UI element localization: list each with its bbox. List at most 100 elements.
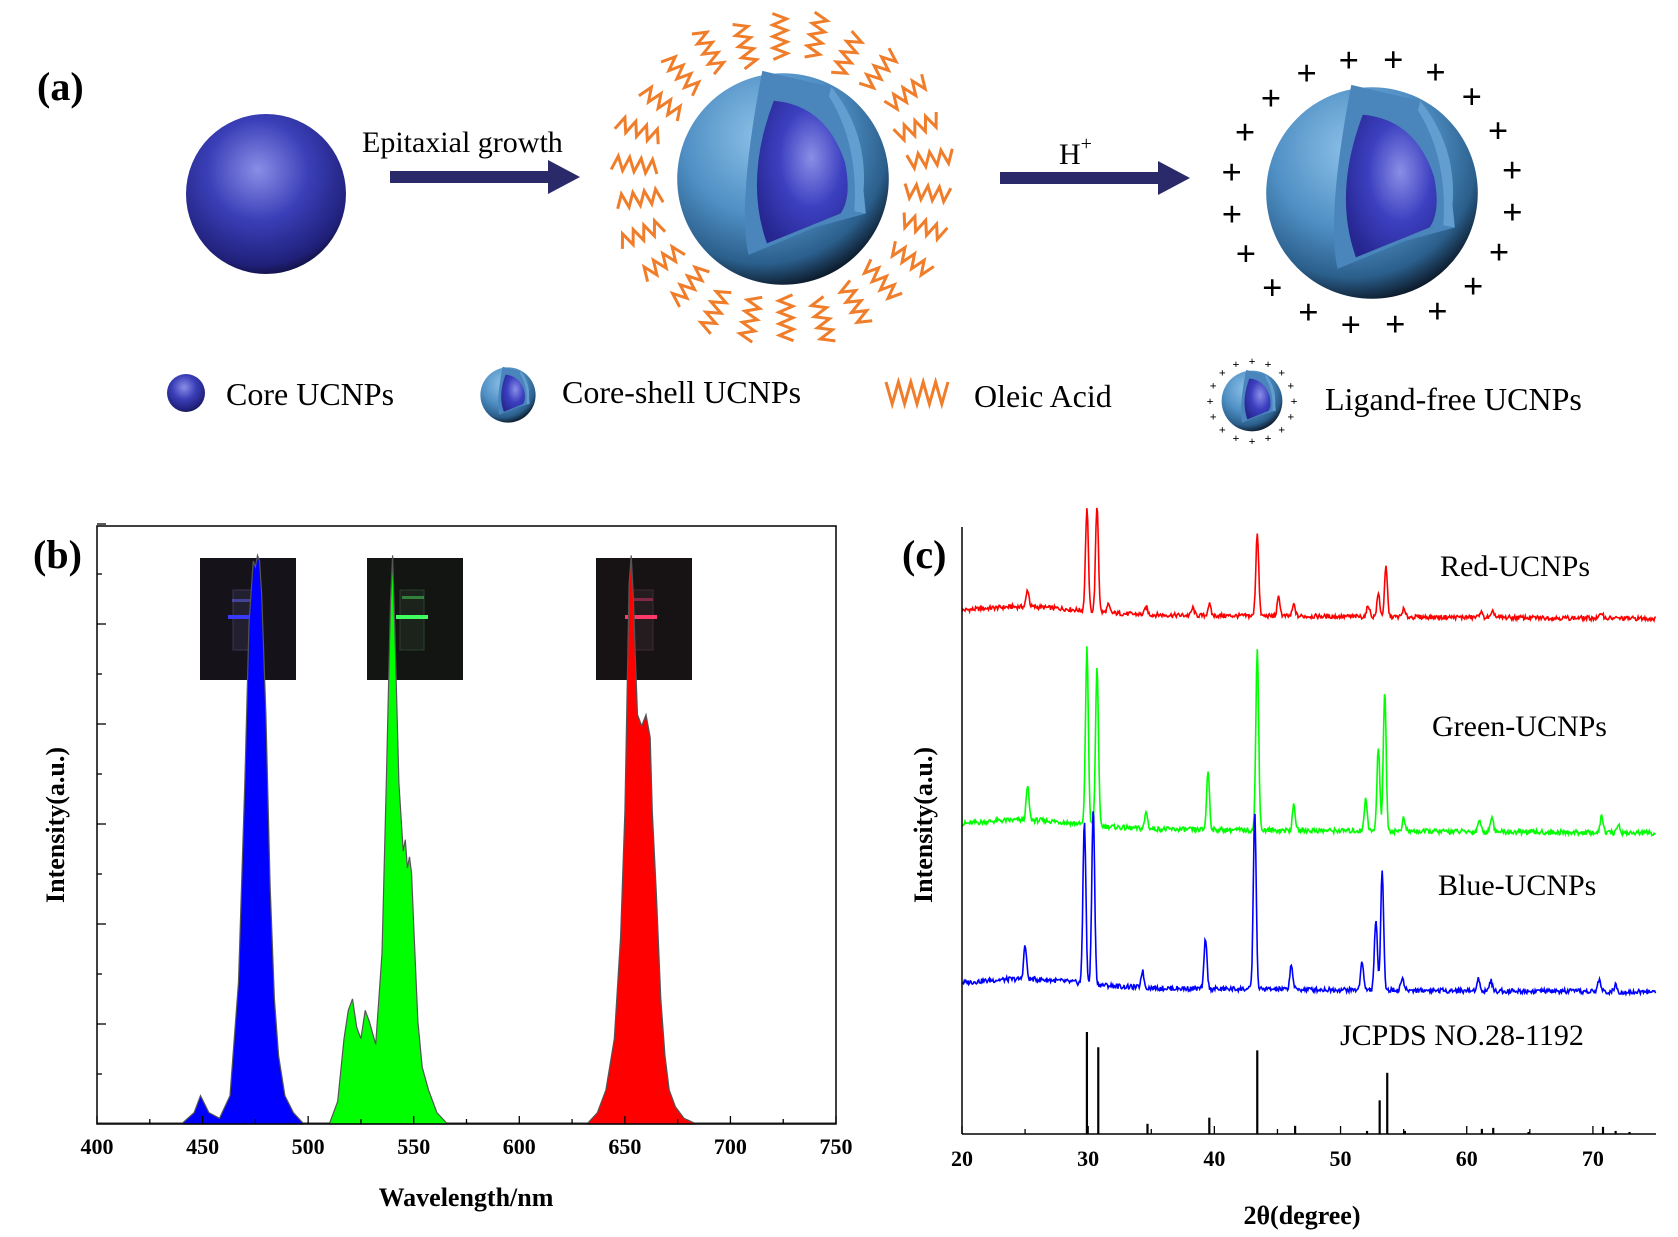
oleic-acid-chain xyxy=(837,279,873,325)
oleic-acid-chain xyxy=(892,111,938,144)
plus-sign: + xyxy=(1341,304,1362,344)
plus-sign: + xyxy=(1425,52,1446,92)
plus-sign: + xyxy=(1265,357,1272,371)
plus-sign: + xyxy=(1339,40,1360,80)
red-vial-photo xyxy=(596,558,692,680)
oleic-acid-chain xyxy=(768,12,792,61)
oleic-acid-chain xyxy=(861,258,903,302)
oleic-acid-chain xyxy=(735,295,764,344)
plus-sign: + xyxy=(1489,232,1510,272)
y-axis-ticks xyxy=(97,523,106,1075)
plus-sign: + xyxy=(1385,304,1406,344)
plus-sign: + xyxy=(1488,110,1509,150)
plus-sign: + xyxy=(1261,78,1282,118)
plus-sign: + xyxy=(1222,194,1243,234)
oleic-acid-chain xyxy=(803,10,831,59)
oleic-acid-chain xyxy=(890,240,935,279)
plus-sign: + xyxy=(1233,431,1240,445)
x-tick-label: 600 xyxy=(503,1134,536,1159)
oleic-acid-chain xyxy=(616,185,665,212)
x-tick-label: 20 xyxy=(951,1146,973,1171)
panel-b-chart: (b) 400 450 500 550 600 650 700 750 Wavelength/… xyxy=(33,523,853,1212)
plus-sign: + xyxy=(1278,422,1285,436)
plus-sign: + xyxy=(1207,394,1214,408)
oleic-acid-chain xyxy=(807,295,837,343)
oleic-acid-chain xyxy=(620,217,667,249)
oleic-acid-chain xyxy=(883,73,928,113)
core-ucnp-particle xyxy=(186,114,346,274)
ligand-free-legend-icon: ++++++++++++ + +++ xyxy=(1207,354,1298,448)
plus-sign: + xyxy=(1463,266,1484,306)
oleic-acid-chain xyxy=(697,289,732,335)
spectrum-green xyxy=(328,555,449,1125)
x-tick-label: 650 xyxy=(608,1134,641,1159)
legend-ligand-free-label: Ligand-free UCNPs xyxy=(1325,381,1582,417)
x-tick-label: 30 xyxy=(1077,1146,1099,1171)
oleic-acid-chain xyxy=(905,146,954,173)
legend-core-shell-label: Core-shell UCNPs xyxy=(562,374,801,410)
oleic-acid-chain xyxy=(669,264,710,308)
oleic-acid-chain xyxy=(613,113,660,145)
plus-sign: + xyxy=(1291,394,1298,408)
oleic-acid-chain xyxy=(731,23,761,71)
core-shell-ucnp-particle xyxy=(677,70,889,285)
xrd-line-blue-ucnps xyxy=(961,811,1657,997)
legend-core-label: Core UCNPs xyxy=(226,376,394,412)
plus-sign: + xyxy=(1298,292,1319,332)
x-tick-label: 750 xyxy=(820,1134,853,1159)
series-label-green: Green-UCNPs xyxy=(1432,710,1607,743)
legend-oleic-acid-label: Oleic Acid xyxy=(974,378,1112,414)
positive-charge-icons: + ++++++++++++++++++ + xyxy=(1221,40,1522,345)
arrow-right-icon xyxy=(1000,161,1190,195)
spectrum-blue xyxy=(181,553,305,1125)
x-axis-ticks: 20 30 40 50 60 70 xyxy=(951,1126,1604,1171)
y-axis-title: Intensity(a.u.) xyxy=(41,747,70,903)
x-tick-label: 550 xyxy=(397,1134,430,1159)
plus-sign: + xyxy=(1210,409,1217,423)
plus-sign: + xyxy=(1427,291,1448,331)
plus-sign: + xyxy=(1219,422,1226,436)
x-axis-title: Wavelength/nm xyxy=(379,1183,554,1212)
x-tick-label: 40 xyxy=(1203,1146,1225,1171)
oleic-acid-chain xyxy=(609,152,659,177)
panel-b-label: (b) xyxy=(33,532,82,577)
x-tick-label: 60 xyxy=(1456,1146,1478,1171)
plus-sign: + xyxy=(1249,354,1256,368)
x-axis-ticks: 400 450 500 550 600 650 700 750 xyxy=(81,1116,853,1159)
core-legend-icon xyxy=(167,374,205,412)
reference-lines xyxy=(1085,1032,1631,1134)
ligand-free-ucnp-particle xyxy=(1266,84,1478,299)
plus-sign: + xyxy=(1278,366,1285,380)
plus-sign: + xyxy=(1236,234,1257,274)
panel-c-chart: (c) Red-UCNPs Green-UCNPs Blue-UCNPs JCP… xyxy=(902,507,1657,1230)
plus-sign: + xyxy=(1383,40,1404,80)
xrd-patterns xyxy=(961,507,1657,997)
spectrum-red xyxy=(586,555,697,1125)
x-tick-label: 450 xyxy=(186,1134,219,1159)
plus-sign: + xyxy=(1296,53,1317,93)
panel-a-label: (a) xyxy=(37,64,84,109)
plus-sign: + xyxy=(1502,150,1523,190)
arrow-right-icon xyxy=(390,160,580,194)
series-label-blue: Blue-UCNPs xyxy=(1438,869,1596,902)
x-tick-label: 700 xyxy=(714,1134,747,1159)
xrd-line-green-ucnps xyxy=(961,646,1656,838)
h-label: H xyxy=(1059,138,1081,171)
h-superscript: + xyxy=(1081,133,1092,155)
legend: Core UCNPs Core-shell UCNPs Oleic Acid +… xyxy=(167,354,1582,448)
oleic-acid-chain xyxy=(831,30,866,76)
plus-sign: + xyxy=(1287,409,1294,423)
oleic-acid-chain xyxy=(774,293,798,343)
oleic-acid-legend-icon xyxy=(884,376,950,410)
x-axis-title: 2θ(degree) xyxy=(1243,1201,1360,1230)
plus-sign: + xyxy=(1210,379,1217,393)
plus-sign: + xyxy=(1262,267,1283,307)
series-label-red: Red-UCNPs xyxy=(1440,550,1590,583)
plus-sign: + xyxy=(1502,192,1523,232)
green-vial-photo xyxy=(367,558,463,680)
plus-sign: + xyxy=(1265,431,1272,445)
oleic-acid-chain xyxy=(638,83,683,122)
oleic-acid-chains xyxy=(609,10,954,344)
epitaxial-growth-label: Epitaxial growth xyxy=(362,126,563,159)
xrd-line-red-ucnps xyxy=(961,507,1657,623)
